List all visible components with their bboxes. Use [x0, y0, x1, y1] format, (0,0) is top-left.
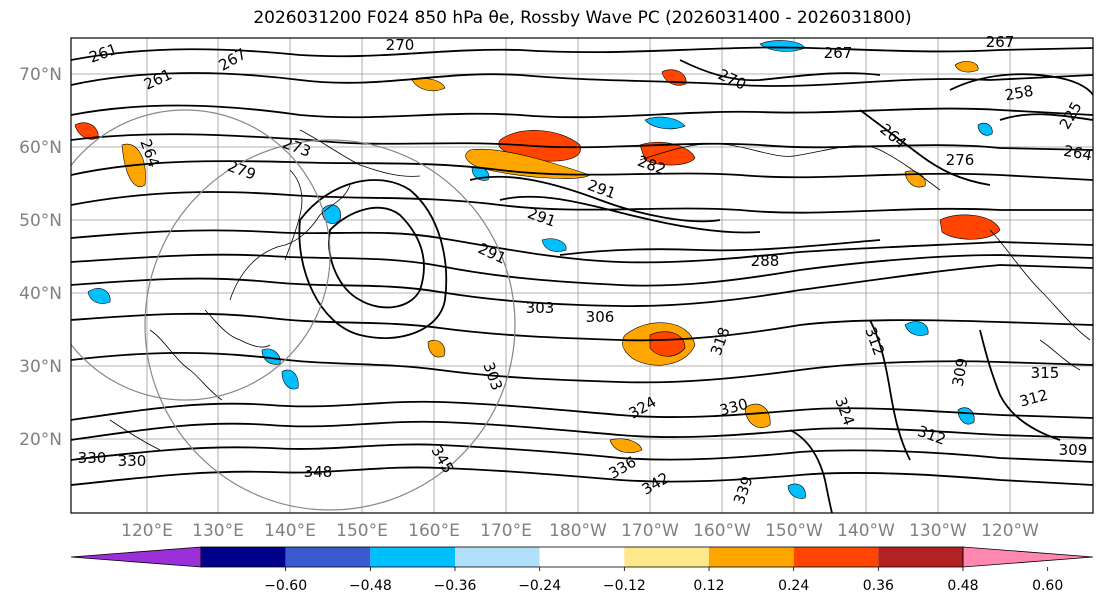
positive-anomaly: [427, 339, 446, 358]
longitude-label: 140°E: [264, 521, 316, 541]
positive-anomaly: [744, 403, 771, 428]
contour-label: 264: [1062, 142, 1093, 165]
contour-label: 315: [1031, 364, 1060, 382]
longitude-label: 160°E: [408, 521, 460, 541]
contour-label: 270: [386, 36, 415, 54]
colorbar-segment: [878, 547, 963, 567]
longitude-label: 150°E: [336, 521, 388, 541]
negative-anomaly: [87, 288, 111, 304]
colorbar-tick-label: −0.48: [349, 578, 392, 594]
colorbar-segment: [455, 547, 540, 567]
anomaly-shading: [74, 40, 1001, 499]
contour-label: 348: [304, 463, 333, 481]
theta-e-contours: [71, 46, 1093, 513]
positive-anomaly: [939, 214, 1001, 240]
negative-anomaly: [281, 369, 299, 390]
longitude-label: 130°E: [192, 521, 244, 541]
contour-label: 309: [1059, 441, 1088, 459]
contour-label: 267: [986, 33, 1015, 51]
latitude-label: 40°N: [19, 284, 62, 304]
latitude-labels: 70°N 60°N 50°N 40°N 30°N 20°N: [19, 65, 62, 450]
colorbar-segment: [201, 547, 286, 567]
map-frame: [70, 37, 1094, 514]
contour-label: 276: [946, 151, 975, 169]
colorbar-tick-label: −0.36: [434, 578, 477, 594]
longitude-label: 170°W: [621, 521, 679, 541]
colorbar-tick-label: 0.24: [778, 578, 809, 594]
colorbar-segment: [793, 547, 879, 567]
colorbar-segment: [624, 547, 709, 567]
negative-anomaly: [541, 238, 567, 252]
colorbar-extend-max: [962, 546, 1094, 568]
contour-label: 330: [78, 449, 107, 467]
longitude-label: 120°E: [121, 521, 173, 541]
latitude-label: 50°N: [19, 211, 62, 231]
positive-anomaly: [954, 61, 979, 73]
colorbar: [70, 546, 1094, 568]
contour-label: 288: [751, 252, 780, 270]
latitude-label: 60°N: [19, 138, 62, 158]
longitude-label: 120°W: [981, 521, 1039, 541]
colorbar-segment: [539, 547, 625, 567]
colorbar-tick-label: −0.12: [603, 578, 646, 594]
longitude-label: 160°W: [693, 521, 751, 541]
latitude-label: 20°N: [19, 430, 62, 450]
negative-anomaly: [977, 122, 993, 136]
positive-anomaly: [609, 438, 643, 453]
longitude-label: 150°W: [765, 521, 823, 541]
longitude-label: 170°E: [480, 521, 532, 541]
colorbar-tick-label: 0.12: [693, 578, 724, 594]
contour-label: 258: [1003, 82, 1034, 105]
contour-label: 303: [526, 299, 555, 317]
contour-label: 306: [586, 308, 615, 326]
positive-anomaly: [649, 331, 686, 357]
negative-anomaly: [787, 483, 806, 499]
longitude-labels: 120°E 130°E 140°E 150°E 160°E 170°E 180°W 170°W…: [121, 521, 1039, 541]
colorbar-outline: [200, 546, 964, 568]
longitude-label: 140°W: [837, 521, 895, 541]
reference-circles: [71, 109, 516, 511]
positive-anomaly: [465, 148, 591, 179]
contour-label: 330: [118, 452, 147, 470]
latitude-label: 30°N: [19, 357, 62, 377]
colorbar-tick-label: −0.24: [518, 578, 561, 594]
map-title: 2026031200 F024 850 hPa θe, Rossby Wave …: [253, 8, 912, 28]
longitude-label: 180°W: [549, 521, 607, 541]
colorbar-tick-label: −0.60: [264, 578, 307, 594]
negative-anomaly: [904, 321, 929, 336]
latitude-label: 70°N: [19, 65, 62, 85]
colorbar-segment: [285, 547, 371, 567]
colorbar-tick-label: 0.48: [947, 578, 978, 594]
colorbar-extend-min: [70, 546, 202, 568]
colorbar-tick-label: 0.36: [863, 578, 894, 594]
longitude-label: 130°W: [909, 521, 967, 541]
negative-anomaly: [957, 407, 975, 425]
contour-label: 267: [824, 44, 853, 62]
colorbar-ticks: −0.60 −0.48 −0.36 −0.24 −0.12 0.12 0.24 0.36 0.4…: [264, 567, 1063, 594]
colorbar-tick-label: 0.60: [1032, 578, 1063, 594]
colorbar-segment: [370, 547, 455, 567]
contour-label: 309: [949, 356, 972, 387]
negative-anomaly: [644, 116, 686, 130]
colorbar-segment: [709, 547, 794, 567]
